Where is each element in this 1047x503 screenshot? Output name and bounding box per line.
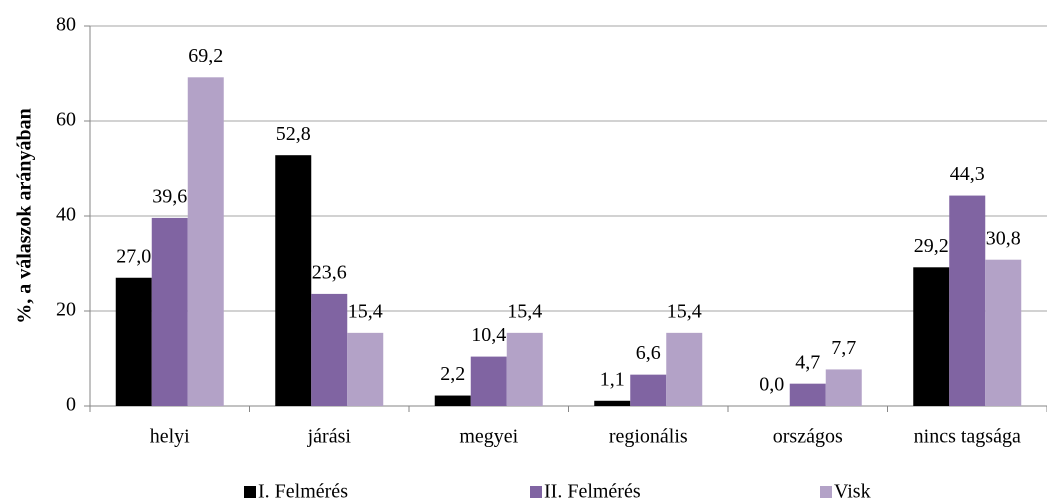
value-label: 1,1	[600, 368, 625, 390]
value-label: 44,3	[950, 163, 985, 185]
legend-label: Visk	[834, 481, 871, 503]
value-label: 4,7	[795, 351, 820, 373]
bar	[913, 267, 950, 406]
y-tick-label: 20	[56, 299, 76, 321]
bar	[470, 356, 507, 406]
legend-swatch	[244, 486, 256, 498]
x-tick-label: helyi	[150, 426, 190, 448]
bar	[594, 400, 631, 406]
bar	[630, 374, 667, 406]
value-label: 23,6	[312, 261, 347, 283]
bar	[789, 383, 826, 406]
bar	[275, 155, 312, 406]
bar	[187, 77, 224, 407]
x-tick-label: országos	[773, 426, 843, 448]
value-label: 15,4	[507, 300, 542, 322]
value-label: 6,6	[636, 342, 661, 364]
value-label: 52,8	[276, 123, 311, 145]
x-tick-label: megyei	[459, 426, 518, 448]
legend-label: I. Felmérés	[258, 481, 348, 503]
legend-swatch	[820, 486, 832, 498]
legend-label: II. Felmérés	[544, 481, 641, 503]
value-label: 27,0	[116, 245, 151, 267]
bar	[347, 332, 384, 406]
legend-swatch	[530, 486, 542, 498]
value-label: 0,0	[759, 374, 784, 396]
bar	[311, 293, 348, 406]
value-label: 29,2	[914, 235, 949, 257]
bar	[949, 195, 986, 406]
y-axis-label: %, a válaszok arányában	[14, 108, 36, 324]
bar	[666, 332, 703, 406]
y-tick-label: 0	[66, 394, 76, 416]
value-label: 10,4	[471, 324, 506, 346]
value-label: 2,2	[440, 363, 465, 385]
value-label: 15,4	[667, 300, 702, 322]
y-tick-label: 80	[56, 14, 76, 36]
bar	[434, 395, 471, 406]
value-label: 39,6	[152, 185, 187, 207]
value-label: 15,4	[348, 300, 383, 322]
bar	[825, 369, 862, 406]
x-tick-label: nincs tagsága	[914, 426, 1021, 448]
value-label: 7,7	[831, 337, 856, 359]
value-label: 69,2	[188, 45, 223, 67]
x-tick-label: járási	[307, 426, 352, 448]
bar	[115, 277, 152, 406]
bar	[985, 259, 1022, 406]
bar	[151, 217, 188, 406]
x-tick-label: regionális	[609, 426, 688, 448]
bar	[506, 332, 543, 406]
value-label: 30,8	[986, 227, 1021, 249]
y-tick-label: 60	[56, 109, 76, 131]
y-tick-label: 40	[56, 204, 76, 226]
